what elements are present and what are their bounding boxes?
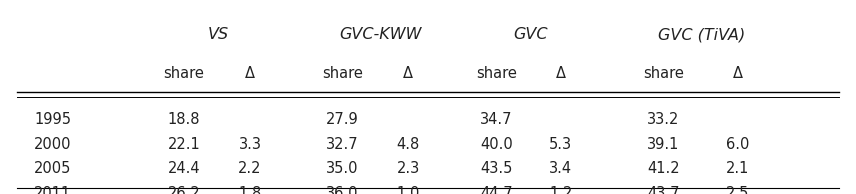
Text: 6.0: 6.0	[726, 137, 750, 152]
Text: 43.5: 43.5	[480, 161, 513, 176]
Text: Δ: Δ	[733, 66, 743, 81]
Text: VS: VS	[208, 27, 229, 42]
Text: 34.7: 34.7	[480, 112, 513, 127]
Text: GVC: GVC	[514, 27, 548, 42]
Text: 3.3: 3.3	[239, 137, 261, 152]
Text: Δ: Δ	[403, 66, 413, 81]
Text: GVC-KWW: GVC-KWW	[340, 27, 422, 42]
Text: 27.9: 27.9	[326, 112, 359, 127]
Text: 2.2: 2.2	[238, 161, 262, 176]
Text: 40.0: 40.0	[480, 137, 513, 152]
Text: 2.1: 2.1	[726, 161, 750, 176]
Text: Δ: Δ	[556, 66, 566, 81]
Text: 2.5: 2.5	[726, 185, 750, 194]
Text: 4.8: 4.8	[396, 137, 420, 152]
Text: 2005: 2005	[34, 161, 72, 176]
Text: share: share	[322, 66, 363, 81]
Text: 44.7: 44.7	[480, 185, 513, 194]
Text: 32.7: 32.7	[326, 137, 359, 152]
Text: share: share	[163, 66, 205, 81]
Text: 3.4: 3.4	[549, 161, 573, 176]
Text: 22.1: 22.1	[168, 137, 200, 152]
Text: 2011: 2011	[34, 185, 72, 194]
Text: 33.2: 33.2	[647, 112, 680, 127]
Text: 1.2: 1.2	[549, 185, 573, 194]
Text: 5.3: 5.3	[549, 137, 573, 152]
Text: 18.8: 18.8	[168, 112, 200, 127]
Text: 41.2: 41.2	[647, 161, 680, 176]
Text: 39.1: 39.1	[647, 137, 680, 152]
Text: share: share	[476, 66, 517, 81]
Text: 35.0: 35.0	[326, 161, 359, 176]
Text: 24.4: 24.4	[168, 161, 200, 176]
Text: 36.0: 36.0	[326, 185, 359, 194]
Text: 1.8: 1.8	[238, 185, 262, 194]
Text: 2000: 2000	[34, 137, 72, 152]
Text: 43.7: 43.7	[647, 185, 680, 194]
Text: 1.0: 1.0	[396, 185, 420, 194]
Text: GVC (TiVA): GVC (TiVA)	[658, 27, 746, 42]
Text: Δ: Δ	[245, 66, 255, 81]
Text: share: share	[643, 66, 684, 81]
Text: 2.3: 2.3	[396, 161, 420, 176]
Text: 1995: 1995	[34, 112, 71, 127]
Text: 26.2: 26.2	[168, 185, 200, 194]
